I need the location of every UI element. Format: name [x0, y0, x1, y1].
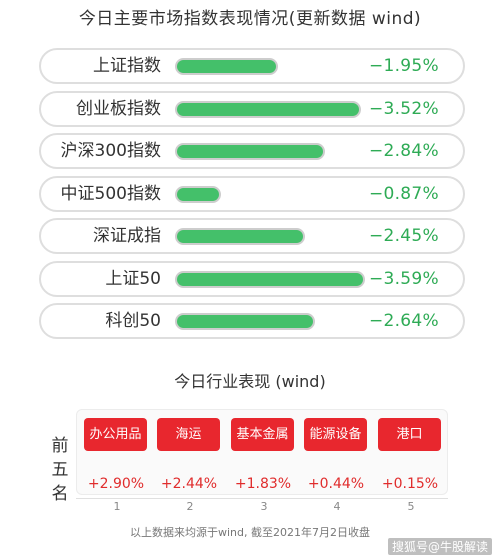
sector-change: +2.90%: [87, 476, 145, 492]
watermark: 搜狐号@牛股解读: [387, 538, 492, 555]
index-bar: [175, 185, 221, 203]
sector-change: +0.44%: [307, 476, 365, 492]
sector-change: +0.15%: [381, 476, 439, 492]
sector-panel: 办公用品 海运 基本金属 能源设备 港口 +2.90% +2.44% +1.83…: [76, 409, 448, 495]
rank-number: 1: [113, 500, 121, 513]
index-change: −2.64%: [368, 311, 439, 331]
sector-tag: 能源设备: [304, 418, 367, 451]
sector-tag: 海运: [157, 418, 220, 451]
index-name: 深证成指: [93, 226, 161, 246]
index-change: −0.87%: [368, 183, 439, 204]
index-name: 科创50: [105, 311, 161, 331]
index-bar-track: [175, 228, 375, 245]
index-bar: [175, 58, 278, 75]
rank-number: 3: [260, 500, 268, 513]
rank-divider: [76, 498, 448, 499]
index-change: −2.84%: [368, 141, 439, 161]
industry-title: 今日行业表现 (wind): [174, 372, 326, 391]
sector-tag: 办公用品: [84, 418, 147, 451]
top-five-char: 五: [51, 460, 69, 480]
index-name: 创业板指数: [76, 98, 161, 119]
index-bar-track: [175, 100, 375, 118]
index-bar: [175, 228, 305, 245]
index-change: −2.45%: [368, 226, 439, 246]
index-bar-track: [175, 270, 375, 288]
top-five-label: 前 五 名: [48, 434, 72, 506]
index-bar-track: [175, 58, 375, 75]
top-five-char: 前: [51, 436, 69, 456]
index-name: 上证50: [105, 268, 161, 289]
sector-tag: 港口: [378, 418, 441, 451]
index-row: 创业板指数 −3.52%: [39, 90, 465, 127]
index-list: 上证指数 −1.95% 创业板指数 −3.52% 沪深300指数 −2.84% …: [39, 48, 465, 346]
source-footnote: 以上数据来均源于wind, 截至2021年7月2日收盘: [130, 526, 370, 539]
rank-number: 5: [407, 500, 415, 513]
index-bar: [175, 143, 325, 160]
index-change: −3.52%: [368, 98, 439, 119]
sector-change: +1.83%: [234, 476, 292, 492]
index-bar: [175, 100, 361, 118]
index-name: 沪深300指数: [60, 141, 161, 161]
index-bar-track: [175, 185, 375, 203]
index-bar: [175, 270, 365, 288]
market-index-title: 今日主要市场指数表现情况(更新数据 wind): [78, 9, 422, 29]
index-row: 上证指数 −1.95%: [39, 48, 465, 84]
index-bar-track: [175, 143, 375, 160]
top-five-char: 名: [51, 484, 69, 504]
sector-change: +2.44%: [160, 476, 218, 492]
index-change: −3.59%: [368, 268, 439, 289]
index-name: 中证500指数: [60, 183, 161, 204]
index-row: 深证成指 −2.45%: [39, 218, 465, 254]
rank-number: 4: [333, 500, 341, 513]
sector-tag: 基本金属: [231, 418, 294, 451]
index-bar: [175, 313, 315, 330]
index-name: 上证指数: [93, 56, 161, 76]
index-row: 科创50 −2.64%: [39, 303, 465, 339]
rank-number: 2: [186, 500, 194, 513]
index-row: 上证50 −3.59%: [39, 260, 465, 297]
index-row: 沪深300指数 −2.84%: [39, 133, 465, 169]
index-bar-track: [175, 313, 375, 330]
index-change: −1.95%: [368, 56, 439, 76]
index-row: 中证500指数 −0.87%: [39, 175, 465, 212]
